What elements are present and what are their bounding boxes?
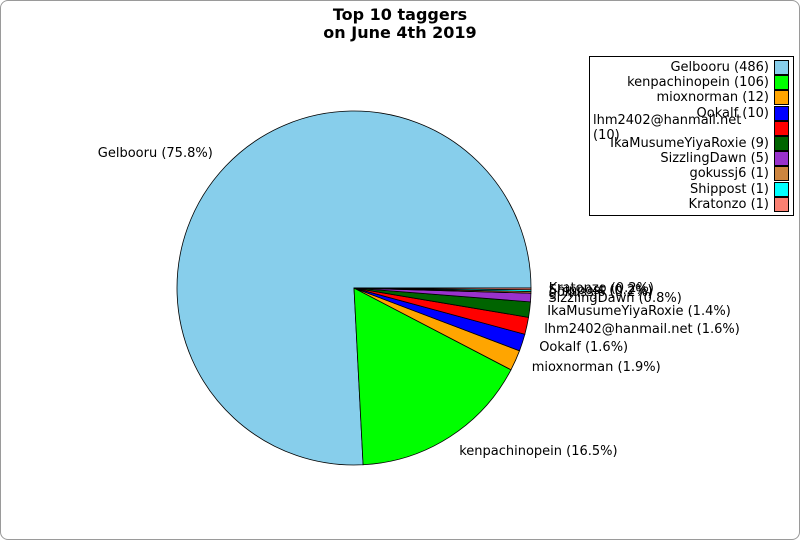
legend-color-swatch (774, 166, 789, 182)
legend-color-swatch (774, 90, 789, 106)
legend-label: lhm2402@hanmail.net (10) (593, 113, 742, 144)
legend-rows: Gelbooru (486) kenpachinopein (106) mioxno… (593, 60, 790, 212)
slice-label-mioxnorman: mioxnorman (1.9%) (531, 359, 661, 375)
legend-color-swatch (774, 196, 789, 212)
chart-title-line1: Top 10 taggers (332, 5, 468, 24)
slice-label-ookalf: Ookalf (1.6%) (539, 340, 629, 356)
legend-row-kenpachinopein: kenpachinopein (106) (593, 75, 790, 91)
legend-color-swatch (774, 181, 789, 197)
legend-color-swatch (774, 75, 789, 91)
slice-label-shippost: Shippost (0.2%) (548, 282, 653, 298)
legend-color-swatch (774, 105, 789, 121)
pie-slice-kenpachinopein (353, 287, 512, 466)
slice-label-kenpachinopein: kenpachinopein (16.5%) (459, 443, 618, 459)
legend-row-shippost: Shippost (1) (593, 181, 790, 197)
legend-label: Ookalf (10) (696, 105, 769, 121)
legend-color-swatch (774, 120, 789, 136)
legend-row-sizzlingdawn: SizzlingDawn (5) (593, 151, 790, 167)
legend-row-kratonzo: Kratonzo (1) (593, 196, 790, 212)
legend-label: gokussj6 (1) (689, 166, 769, 182)
legend-label: SizzlingDawn (5) (660, 151, 769, 167)
slice-label-gelbooru: Gelbooru (75.8%) (97, 145, 213, 161)
legend-label: Kratonzo (1) (688, 196, 769, 212)
legend-row-ookalf: Ookalf (10) (593, 105, 790, 121)
legend-label: Gelbooru (486) (670, 60, 769, 76)
chart-title: Top 10 taggers on June 4th 2019 (1, 6, 799, 42)
legend-label: mioxnorman (12) (656, 90, 769, 106)
legend-color-swatch (774, 151, 789, 167)
legend-color-swatch (774, 60, 789, 76)
legend-row-lhm2402-hanmail-net: lhm2402@hanmail.net (10) (593, 113, 790, 143)
chart-title-line2: on June 4th 2019 (323, 23, 477, 42)
pie-slice-kratonzo (353, 287, 532, 291)
legend-row-gokussj6: gokussj6 (1) (593, 166, 790, 182)
legend: Gelbooru (486) kenpachinopein (106) mioxno… (589, 56, 794, 216)
pie-slice-gelbooru (176, 110, 532, 466)
legend-label: Shippost (1) (690, 181, 769, 197)
slice-label-gokussj6: gokussj6 (0.2%) (548, 284, 653, 300)
slice-label-sizzlingdawn: SizzlingDawn (0.8%) (548, 290, 682, 306)
legend-color-swatch (774, 136, 789, 152)
legend-row-ikamusumeyiyaroxie: IkaMusumeYiyaRoxie (9) (593, 136, 790, 152)
legend-row-gelbooru: Gelbooru (486) (593, 60, 790, 76)
slice-label-lhm2402-hanmail-net: lhm2402@hanmail.net (1.6%) (544, 321, 740, 337)
legend-label: IkaMusumeYiyaRoxie (9) (610, 136, 769, 152)
legend-label: kenpachinopein (106) (627, 75, 769, 91)
slice-label-kratonzo: Kratonzo (0.2%) (548, 281, 654, 296)
slice-label-ikamusumeyiyaroxie: IkaMusumeYiyaRoxie (1.4%) (547, 303, 731, 319)
legend-row-mioxnorman: mioxnorman (12) (593, 90, 790, 106)
